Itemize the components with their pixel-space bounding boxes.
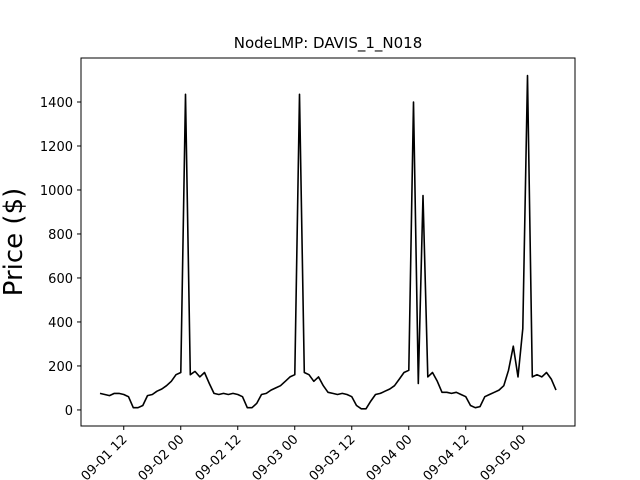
plot-frame xyxy=(80,57,576,427)
line xyxy=(99,74,557,410)
y-axis-label: Price ($) xyxy=(0,188,29,297)
y-tick-label: 1200 xyxy=(40,140,73,155)
chart-title: NodeLMP: DAVIS_1_N018 xyxy=(234,34,423,53)
y-tick-label: 0 xyxy=(65,404,73,419)
y-tick-label: 600 xyxy=(48,272,73,287)
y-tick-label: 400 xyxy=(48,316,73,331)
y-tick-label: 1400 xyxy=(40,96,73,111)
y-tick-label: 200 xyxy=(48,360,73,375)
y-tick-label: 1000 xyxy=(40,184,73,199)
y-tick-label: 800 xyxy=(48,228,73,243)
